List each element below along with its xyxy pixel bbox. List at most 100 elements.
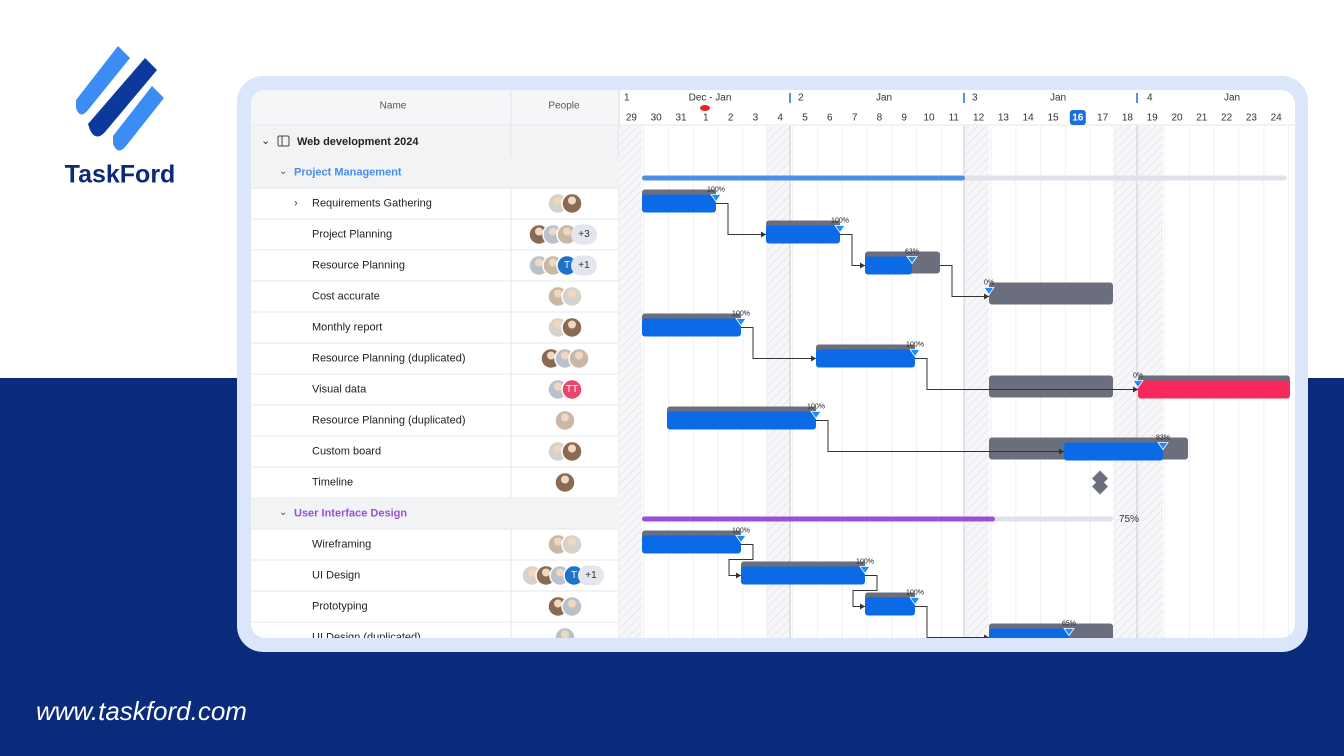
day-label[interactable]: 4	[777, 113, 783, 124]
badge-label: +1	[585, 570, 597, 581]
more-badge[interactable]	[571, 224, 597, 245]
task-name[interactable]: Project Planning	[312, 228, 392, 240]
summary-label: 75%	[1119, 514, 1139, 525]
group-row	[251, 157, 619, 188]
avatar-face	[561, 630, 569, 638]
chevron[interactable]: ›	[294, 197, 298, 209]
progress-handle	[810, 411, 822, 420]
task-progress	[989, 628, 1069, 638]
dependency-arrow	[736, 572, 741, 579]
task-name[interactable]: Cost accurate	[312, 290, 380, 302]
day-label[interactable]: 5	[802, 113, 808, 124]
progress-handle	[859, 566, 871, 575]
summary-progress	[642, 175, 965, 181]
week-label: Dec - Jan	[689, 93, 732, 104]
progress-handle	[1157, 442, 1169, 451]
day-label[interactable]: 22	[1221, 113, 1233, 124]
avatar-face	[554, 537, 562, 546]
avatar-face	[561, 475, 569, 484]
progress-label: 63%	[905, 248, 919, 255]
day-label[interactable]: 18	[1122, 113, 1134, 124]
task-name[interactable]: Custom board	[312, 445, 381, 457]
progress-label: 100%	[831, 217, 849, 224]
day-label[interactable]: 6	[827, 113, 833, 124]
week-label: Jan	[1224, 93, 1240, 104]
avatar-face	[549, 258, 557, 267]
day-label[interactable]: 7	[852, 113, 858, 124]
task-name[interactable]: Resource Planning	[312, 259, 405, 271]
avatar-face	[535, 258, 543, 267]
day-label[interactable]: 23	[1246, 113, 1258, 124]
chevron[interactable]: ⌄	[279, 507, 287, 518]
milestone[interactable]	[1092, 470, 1108, 495]
task-name[interactable]: Timeline	[312, 476, 353, 488]
chevron[interactable]: ⌄	[279, 166, 287, 177]
avatar-face	[561, 351, 569, 360]
column-header[interactable]: Name	[380, 101, 407, 112]
task-name[interactable]: Resource Planning (duplicated)	[312, 352, 465, 364]
task-name[interactable]: Requirements Gathering	[312, 197, 432, 209]
project-title[interactable]: Web development 2024	[297, 136, 419, 148]
badge-label: +1	[578, 260, 590, 271]
group-name[interactable]: Project Management	[294, 166, 402, 178]
avatar-face	[554, 196, 562, 205]
day-label[interactable]: 20	[1171, 113, 1183, 124]
day-label[interactable]: 24	[1271, 113, 1283, 124]
day-label[interactable]: 17	[1097, 113, 1109, 124]
avatar-face	[568, 444, 576, 453]
chevron[interactable]: ⌄	[261, 135, 270, 147]
more-badge[interactable]	[578, 565, 604, 586]
dependency-line	[716, 203, 766, 235]
day-label[interactable]: 11	[949, 113, 960, 124]
day-label[interactable]: 1	[703, 113, 709, 124]
day-label[interactable]: 19	[1147, 113, 1159, 124]
avatar-face	[528, 568, 536, 577]
task-name[interactable]: UI Design (duplicated)	[312, 631, 421, 643]
group-name[interactable]: User Interface Design	[294, 507, 407, 519]
day-label[interactable]: 15	[1047, 113, 1059, 124]
day-label[interactable]: 12	[973, 113, 985, 124]
day-label[interactable]: 3	[753, 113, 759, 124]
task-name[interactable]: Monthly report	[312, 321, 382, 333]
progress-label: 100%	[807, 403, 825, 410]
week-label: 2	[798, 93, 804, 104]
day-label[interactable]: 31	[675, 113, 687, 124]
day-label[interactable]: 8	[877, 113, 883, 124]
task-progress	[1064, 442, 1163, 461]
task-progress	[766, 225, 840, 244]
day-label[interactable]: 30	[651, 113, 663, 124]
task-bar[interactable]	[989, 375, 1113, 398]
initials-avatar[interactable]	[561, 378, 583, 401]
summary-progress	[642, 516, 995, 522]
day-label[interactable]: 13	[998, 113, 1010, 124]
dependency-line	[816, 420, 1064, 452]
task-bar[interactable]	[989, 282, 1113, 305]
task-name[interactable]: Wireframing	[312, 538, 371, 550]
day-label[interactable]: 21	[1196, 113, 1208, 124]
gantt-panel: Name People ⌄ Web development 2024 29 30 3…	[251, 90, 1295, 643]
avatar-face	[568, 537, 576, 546]
brand-url[interactable]: www.taskford.com	[36, 696, 247, 726]
progress-label: 100%	[707, 186, 725, 193]
progress-handle	[1063, 628, 1075, 637]
dependency-line	[940, 265, 989, 297]
task-name[interactable]: UI Design	[312, 569, 360, 581]
progress-label: 0%	[984, 279, 994, 286]
task-progress	[642, 194, 716, 213]
day-label[interactable]: 29	[626, 113, 638, 124]
progress-handle	[834, 225, 846, 234]
day-label[interactable]: 14	[1023, 113, 1035, 124]
avatar-face	[542, 568, 550, 577]
task-name[interactable]: Resource Planning (duplicated)	[312, 414, 465, 426]
task-name[interactable]: Visual data	[312, 383, 367, 395]
dependency-arrow	[984, 634, 989, 638]
day-label[interactable]: 10	[923, 113, 935, 124]
column-header[interactable]: People	[548, 101, 580, 112]
task-name[interactable]: Prototyping	[312, 600, 368, 612]
day-label[interactable]: 16	[1072, 113, 1084, 124]
progress-label: 100%	[906, 589, 924, 596]
day-label[interactable]: 9	[901, 113, 907, 124]
more-badge[interactable]	[571, 255, 597, 276]
badge-label: T	[564, 260, 570, 271]
day-label[interactable]: 2	[728, 113, 734, 124]
